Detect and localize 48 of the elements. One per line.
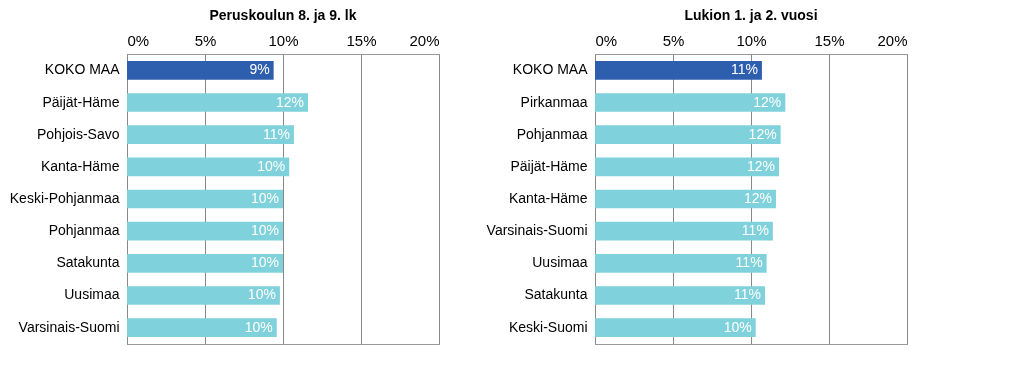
data-label: 10%: [250, 222, 279, 239]
y-tick-label: Pohjanmaa: [48, 222, 120, 239]
x-tick-label: 20%: [409, 31, 440, 49]
x-tick-label: 5%: [662, 31, 685, 49]
data-label: 10%: [250, 190, 279, 206]
y-tick-label: Keski-Suomi: [508, 318, 588, 335]
x-tick-label: 10%: [736, 31, 767, 49]
chart-title: Lukion 1. ja 2. vuosi: [684, 7, 818, 23]
data-label: 11%: [735, 254, 763, 271]
y-tick-label: Uusimaa: [64, 286, 120, 303]
y-tick-label: Pohjanmaa: [516, 125, 588, 142]
data-label: 10%: [247, 286, 276, 303]
data-label: 11%: [734, 286, 762, 303]
data-label: 12%: [753, 93, 782, 110]
y-tick-label: Päijät-Häme: [510, 157, 588, 174]
x-tick-label: 0%: [595, 31, 618, 49]
y-tick-label: Kanta-Häme: [40, 157, 120, 174]
y-tick-label: Päijät-Häme: [42, 93, 120, 110]
y-tick-label: Pirkanmaa: [520, 93, 588, 110]
data-label: 10%: [723, 318, 752, 335]
data-label: 11%: [741, 222, 769, 239]
x-tick-label: 0%: [127, 31, 150, 49]
x-tick-label: 15%: [814, 31, 845, 49]
x-tick-label: 20%: [877, 31, 908, 49]
data-label: 10%: [257, 157, 286, 174]
data-label: 11%: [730, 61, 758, 78]
data-label: 10%: [244, 318, 273, 335]
y-tick-label: Satakunta: [524, 286, 588, 303]
x-tick-label: 15%: [346, 31, 377, 49]
x-tick-label: 5%: [194, 31, 217, 49]
data-label: 10%: [250, 254, 279, 271]
y-tick-label: Satakunta: [56, 254, 120, 271]
y-tick-label: Kanta-Häme: [508, 190, 588, 206]
y-tick-label: Pohjois-Savo: [37, 125, 120, 142]
data-label: 12%: [743, 190, 772, 206]
x-tick-label: 10%: [268, 31, 299, 49]
y-tick-label: Uusimaa: [532, 254, 588, 271]
y-tick-label: KOKO MAA: [512, 61, 589, 78]
y-tick-label: Varsinais-Suomi: [486, 222, 588, 239]
chart-title: Peruskoulun 8. ja 9. lk: [209, 7, 357, 23]
y-tick-label: Varsinais-Suomi: [18, 318, 120, 335]
data-label: 12%: [748, 125, 777, 142]
y-tick-label: Keski-Pohjanmaa: [9, 190, 120, 206]
data-label: 9%: [249, 61, 270, 78]
data-label: 12%: [275, 93, 304, 110]
y-tick-label: KOKO MAA: [44, 61, 121, 78]
data-label: 11%: [262, 125, 290, 142]
data-label: 12%: [747, 157, 776, 174]
